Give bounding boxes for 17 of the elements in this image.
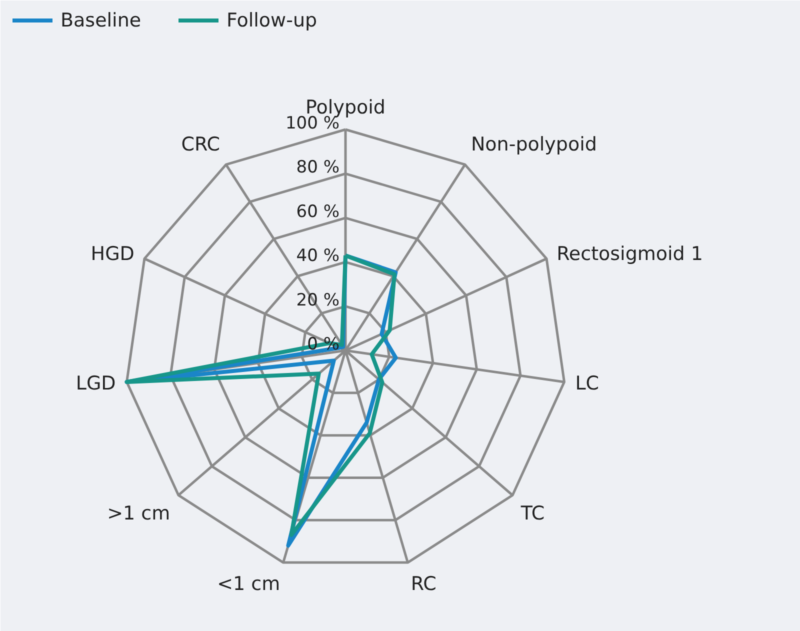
spoke-label: RC	[410, 573, 436, 596]
spoke-label: TC	[520, 502, 545, 524]
y-tick-label: 20 %	[296, 290, 340, 310]
y-tick-label: 60 %	[296, 202, 340, 222]
spoke-label: Non-polypoid	[470, 133, 597, 156]
legend-label: Baseline	[60, 10, 142, 32]
y-tick-label: 80 %	[296, 158, 340, 178]
y-tick-label: 40 %	[296, 246, 340, 266]
spoke-label: LGD	[76, 372, 116, 395]
spoke-label: <1 cm	[217, 573, 280, 596]
spoke-label: Polypoid	[306, 96, 386, 118]
legend-label: Follow-up	[226, 10, 318, 32]
spoke-label: Rectosigmoid 1	[556, 243, 703, 266]
spoke-label: LC	[575, 372, 600, 395]
spoke-label: CRC	[181, 133, 220, 156]
spoke-label: >1 cm	[107, 502, 170, 524]
spoke-label: HGD	[90, 243, 134, 266]
